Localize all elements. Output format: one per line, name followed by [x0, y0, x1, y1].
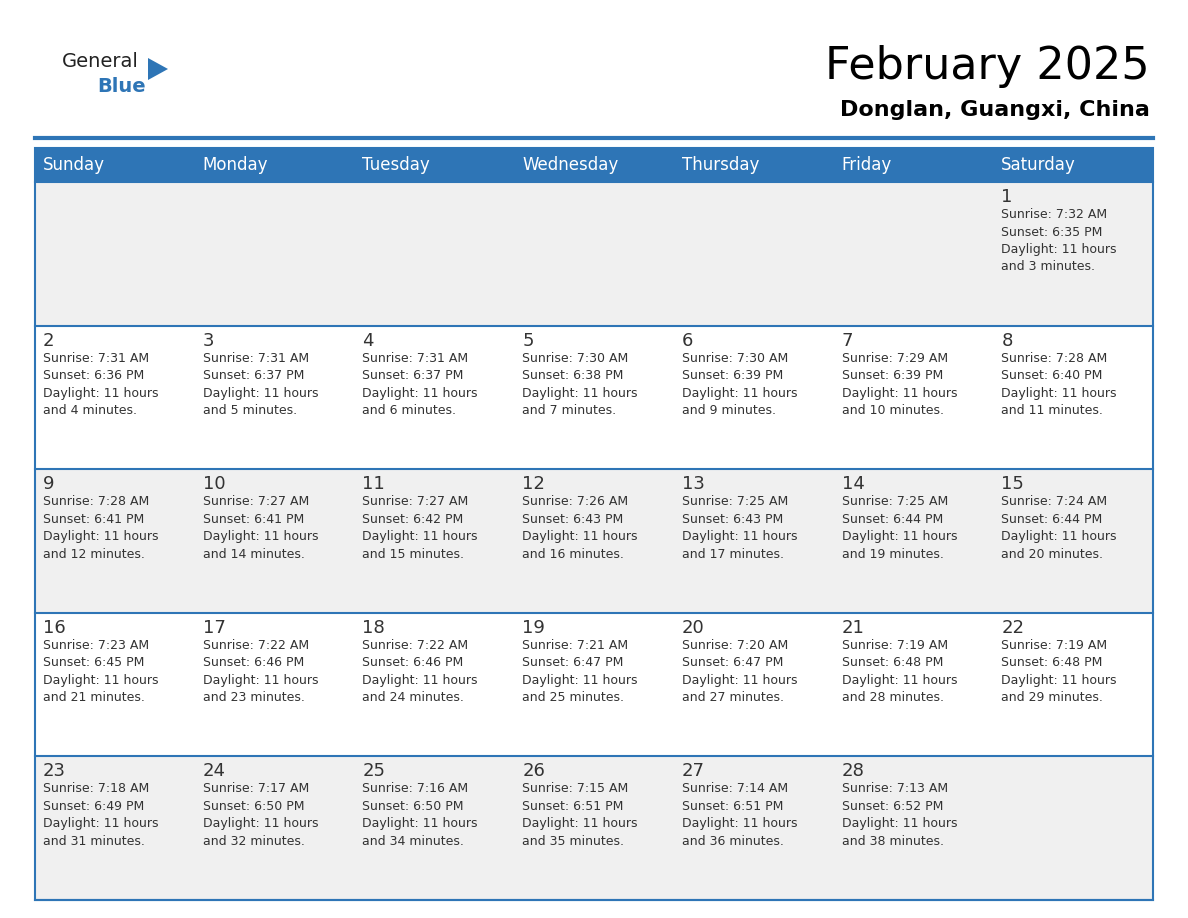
Text: Sunrise: 7:16 AM
Sunset: 6:50 PM
Daylight: 11 hours
and 34 minutes.: Sunrise: 7:16 AM Sunset: 6:50 PM Dayligh…	[362, 782, 478, 848]
Text: 21: 21	[841, 619, 865, 637]
Bar	[34, 613, 1154, 756]
Text: Blue: Blue	[97, 77, 146, 96]
Bar	[34, 469, 1154, 613]
Text: Sunrise: 7:13 AM
Sunset: 6:52 PM
Daylight: 11 hours
and 38 minutes.: Sunrise: 7:13 AM Sunset: 6:52 PM Dayligh…	[841, 782, 958, 848]
Text: Sunrise: 7:27 AM
Sunset: 6:41 PM
Daylight: 11 hours
and 14 minutes.: Sunrise: 7:27 AM Sunset: 6:41 PM Dayligh…	[203, 495, 318, 561]
Text: Sunrise: 7:24 AM
Sunset: 6:44 PM
Daylight: 11 hours
and 20 minutes.: Sunrise: 7:24 AM Sunset: 6:44 PM Dayligh…	[1001, 495, 1117, 561]
Text: Sunrise: 7:31 AM
Sunset: 6:36 PM
Daylight: 11 hours
and 4 minutes.: Sunrise: 7:31 AM Sunset: 6:36 PM Dayligh…	[43, 352, 158, 417]
Text: Sunrise: 7:17 AM
Sunset: 6:50 PM
Daylight: 11 hours
and 32 minutes.: Sunrise: 7:17 AM Sunset: 6:50 PM Dayligh…	[203, 782, 318, 848]
Bar	[993, 148, 1154, 182]
Text: 17: 17	[203, 619, 226, 637]
Text: 19: 19	[523, 619, 545, 637]
Text: 4: 4	[362, 331, 374, 350]
Text: 8: 8	[1001, 331, 1012, 350]
Text: 12: 12	[523, 476, 545, 493]
Text: February 2025: February 2025	[826, 45, 1150, 88]
Bar	[34, 182, 1154, 326]
Text: Sunrise: 7:25 AM
Sunset: 6:43 PM
Daylight: 11 hours
and 17 minutes.: Sunrise: 7:25 AM Sunset: 6:43 PM Dayligh…	[682, 495, 797, 561]
Text: 9: 9	[43, 476, 55, 493]
Text: 20: 20	[682, 619, 704, 637]
Text: Sunrise: 7:30 AM
Sunset: 6:38 PM
Daylight: 11 hours
and 7 minutes.: Sunrise: 7:30 AM Sunset: 6:38 PM Dayligh…	[523, 352, 638, 417]
Text: Monday: Monday	[203, 156, 268, 174]
Text: 28: 28	[841, 763, 865, 780]
Text: Sunrise: 7:28 AM
Sunset: 6:41 PM
Daylight: 11 hours
and 12 minutes.: Sunrise: 7:28 AM Sunset: 6:41 PM Dayligh…	[43, 495, 158, 561]
Bar	[834, 148, 993, 182]
Text: 26: 26	[523, 763, 545, 780]
Text: 15: 15	[1001, 476, 1024, 493]
Text: Sunrise: 7:32 AM
Sunset: 6:35 PM
Daylight: 11 hours
and 3 minutes.: Sunrise: 7:32 AM Sunset: 6:35 PM Dayligh…	[1001, 208, 1117, 274]
Text: Sunrise: 7:23 AM
Sunset: 6:45 PM
Daylight: 11 hours
and 21 minutes.: Sunrise: 7:23 AM Sunset: 6:45 PM Dayligh…	[43, 639, 158, 704]
Bar	[34, 756, 1154, 900]
Text: Sunrise: 7:31 AM
Sunset: 6:37 PM
Daylight: 11 hours
and 6 minutes.: Sunrise: 7:31 AM Sunset: 6:37 PM Dayligh…	[362, 352, 478, 417]
Text: Friday: Friday	[841, 156, 892, 174]
Text: Donglan, Guangxi, China: Donglan, Guangxi, China	[840, 100, 1150, 120]
Text: Sunrise: 7:31 AM
Sunset: 6:37 PM
Daylight: 11 hours
and 5 minutes.: Sunrise: 7:31 AM Sunset: 6:37 PM Dayligh…	[203, 352, 318, 417]
Bar	[674, 148, 834, 182]
Text: Thursday: Thursday	[682, 156, 759, 174]
Text: Sunrise: 7:29 AM
Sunset: 6:39 PM
Daylight: 11 hours
and 10 minutes.: Sunrise: 7:29 AM Sunset: 6:39 PM Dayligh…	[841, 352, 958, 417]
Text: Sunrise: 7:21 AM
Sunset: 6:47 PM
Daylight: 11 hours
and 25 minutes.: Sunrise: 7:21 AM Sunset: 6:47 PM Dayligh…	[523, 639, 638, 704]
Text: Sunrise: 7:30 AM
Sunset: 6:39 PM
Daylight: 11 hours
and 9 minutes.: Sunrise: 7:30 AM Sunset: 6:39 PM Dayligh…	[682, 352, 797, 417]
Text: Sunrise: 7:22 AM
Sunset: 6:46 PM
Daylight: 11 hours
and 23 minutes.: Sunrise: 7:22 AM Sunset: 6:46 PM Dayligh…	[203, 639, 318, 704]
Polygon shape	[148, 58, 168, 80]
Text: 16: 16	[43, 619, 65, 637]
Bar	[34, 326, 1154, 469]
Text: 10: 10	[203, 476, 226, 493]
Text: 24: 24	[203, 763, 226, 780]
Text: 7: 7	[841, 331, 853, 350]
Bar	[354, 148, 514, 182]
Text: Sunrise: 7:20 AM
Sunset: 6:47 PM
Daylight: 11 hours
and 27 minutes.: Sunrise: 7:20 AM Sunset: 6:47 PM Dayligh…	[682, 639, 797, 704]
Text: 5: 5	[523, 331, 533, 350]
Text: 11: 11	[362, 476, 385, 493]
Text: Sunday: Sunday	[43, 156, 105, 174]
Bar	[34, 148, 1154, 900]
Text: Saturday: Saturday	[1001, 156, 1076, 174]
Bar	[514, 148, 674, 182]
Text: 14: 14	[841, 476, 865, 493]
Text: 27: 27	[682, 763, 704, 780]
Bar	[34, 148, 195, 182]
Text: Sunrise: 7:27 AM
Sunset: 6:42 PM
Daylight: 11 hours
and 15 minutes.: Sunrise: 7:27 AM Sunset: 6:42 PM Dayligh…	[362, 495, 478, 561]
Text: General: General	[62, 52, 139, 71]
Text: 18: 18	[362, 619, 385, 637]
Text: Sunrise: 7:28 AM
Sunset: 6:40 PM
Daylight: 11 hours
and 11 minutes.: Sunrise: 7:28 AM Sunset: 6:40 PM Dayligh…	[1001, 352, 1117, 417]
Text: 25: 25	[362, 763, 385, 780]
Text: Wednesday: Wednesday	[523, 156, 619, 174]
Text: Sunrise: 7:22 AM
Sunset: 6:46 PM
Daylight: 11 hours
and 24 minutes.: Sunrise: 7:22 AM Sunset: 6:46 PM Dayligh…	[362, 639, 478, 704]
Text: Sunrise: 7:19 AM
Sunset: 6:48 PM
Daylight: 11 hours
and 29 minutes.: Sunrise: 7:19 AM Sunset: 6:48 PM Dayligh…	[1001, 639, 1117, 704]
Text: Sunrise: 7:25 AM
Sunset: 6:44 PM
Daylight: 11 hours
and 19 minutes.: Sunrise: 7:25 AM Sunset: 6:44 PM Dayligh…	[841, 495, 958, 561]
Text: Sunrise: 7:18 AM
Sunset: 6:49 PM
Daylight: 11 hours
and 31 minutes.: Sunrise: 7:18 AM Sunset: 6:49 PM Dayligh…	[43, 782, 158, 848]
Text: 2: 2	[43, 331, 55, 350]
Text: 3: 3	[203, 331, 214, 350]
Text: 1: 1	[1001, 188, 1012, 206]
Text: Sunrise: 7:26 AM
Sunset: 6:43 PM
Daylight: 11 hours
and 16 minutes.: Sunrise: 7:26 AM Sunset: 6:43 PM Dayligh…	[523, 495, 638, 561]
Bar	[195, 148, 354, 182]
Text: Sunrise: 7:15 AM
Sunset: 6:51 PM
Daylight: 11 hours
and 35 minutes.: Sunrise: 7:15 AM Sunset: 6:51 PM Dayligh…	[523, 782, 638, 848]
Text: Tuesday: Tuesday	[362, 156, 430, 174]
Text: 22: 22	[1001, 619, 1024, 637]
Text: 6: 6	[682, 331, 694, 350]
Text: Sunrise: 7:19 AM
Sunset: 6:48 PM
Daylight: 11 hours
and 28 minutes.: Sunrise: 7:19 AM Sunset: 6:48 PM Dayligh…	[841, 639, 958, 704]
Text: 13: 13	[682, 476, 704, 493]
Text: 23: 23	[43, 763, 67, 780]
Text: Sunrise: 7:14 AM
Sunset: 6:51 PM
Daylight: 11 hours
and 36 minutes.: Sunrise: 7:14 AM Sunset: 6:51 PM Dayligh…	[682, 782, 797, 848]
